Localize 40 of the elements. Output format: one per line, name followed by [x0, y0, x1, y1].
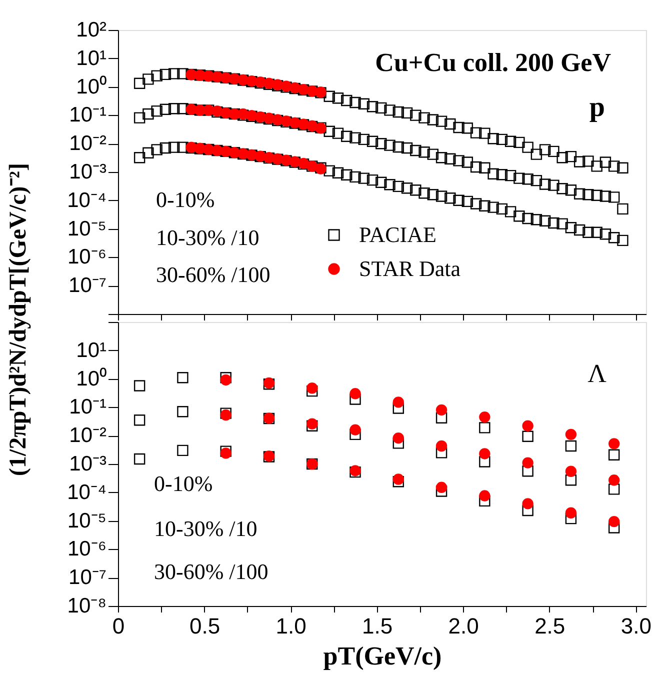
annotation: Cu+Cu coll. 200 GeV: [375, 48, 612, 77]
y-tick-label: 10⁻³: [69, 160, 106, 184]
annotation: 10-30% /10: [156, 225, 260, 250]
y-tick-label: 10⁰: [76, 367, 106, 390]
y-tick-label: 10¹: [76, 46, 106, 70]
x-tick-label: 3.0: [620, 614, 652, 638]
y-tick-label: 10⁻⁷: [68, 566, 106, 590]
x-tick-label: 1.0: [276, 614, 306, 638]
annotation: Λ: [588, 359, 607, 388]
y-tick-label: 10⁻⁷: [68, 274, 106, 298]
y-tick-label: 10⁻⁶: [67, 538, 106, 561]
annotation: 30-60% /100: [154, 559, 268, 584]
y-tick-label: 10⁻²: [69, 132, 106, 156]
y-tick-label: 10⁻⁴: [67, 480, 106, 504]
annotation: p: [589, 92, 605, 123]
y-tick-label: 10⁻¹: [69, 104, 106, 127]
y-tick-label: 10¹: [76, 338, 106, 362]
y-tick-label: 10⁻¹: [69, 396, 106, 419]
y-tick-label: 10⁻⁴: [67, 188, 106, 212]
annotation: 0-10%: [154, 471, 213, 496]
x-tick-label: 0.5: [189, 614, 220, 638]
annotation: 0-10%: [156, 187, 215, 212]
y-tick-label: 10⁻⁵: [67, 217, 106, 240]
legend-label: PACIAE: [359, 222, 436, 247]
x-tick-label: 1.5: [362, 614, 393, 638]
y-axis-title: (1/2πpT)d²N/dydpT[(GeV/c)⁻²]: [6, 163, 32, 476]
y-tick-label: 10⁰: [76, 75, 106, 98]
y-tick-label: 10⁻⁵: [67, 509, 106, 532]
y-tick-label: 10⁻²: [69, 424, 106, 448]
x-axis-title: pT(GeV/c): [323, 642, 442, 670]
y-tick-label: 10⁻⁶: [67, 246, 106, 269]
x-tick-label: 2.0: [448, 614, 479, 638]
x-tick-label: 2.5: [534, 614, 566, 638]
y-tick-label: 10⁻⁸: [67, 594, 106, 618]
y-tick-label: 10⁻³: [69, 452, 106, 476]
annotation: 10-30% /10: [154, 516, 258, 541]
legend-label: STAR Data: [359, 256, 461, 281]
x-tick-label: 0: [112, 614, 125, 638]
annotation: 30-60% /100: [156, 262, 270, 287]
y-tick-label: 10²: [76, 18, 106, 42]
